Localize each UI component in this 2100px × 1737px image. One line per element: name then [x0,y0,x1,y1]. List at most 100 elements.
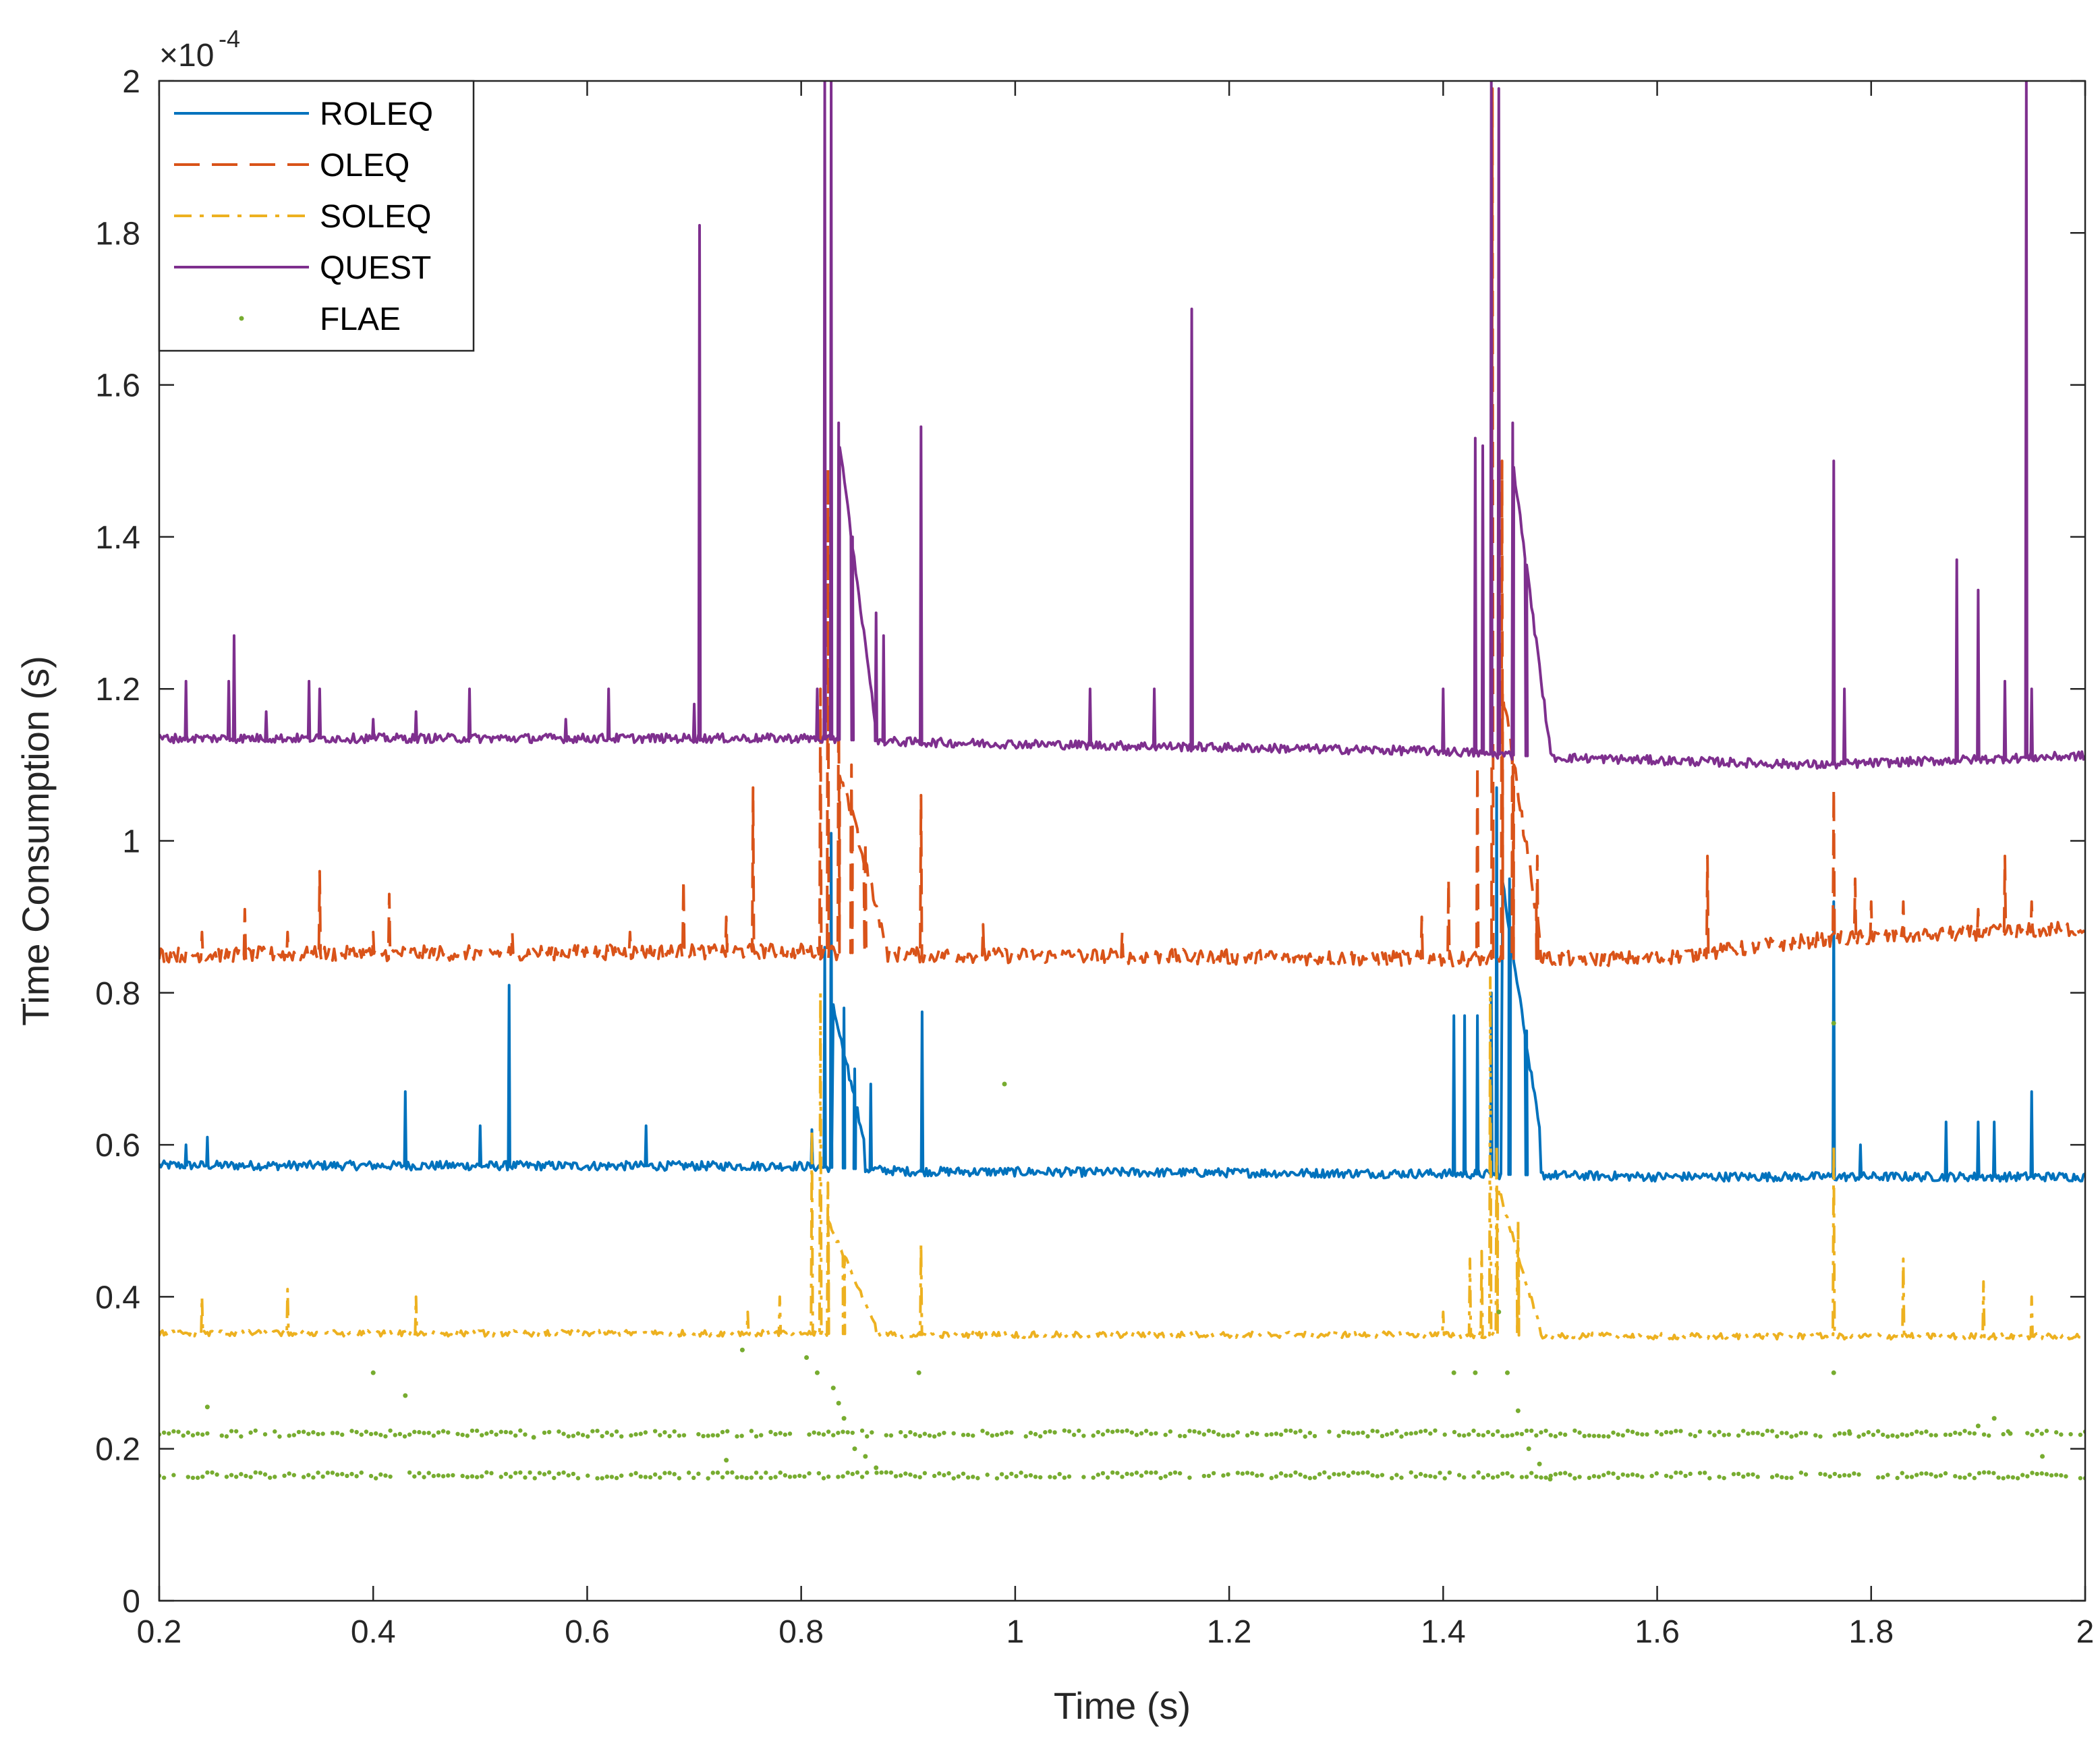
flae-point [850,1471,855,1477]
flae-point [378,1472,383,1477]
flae-point [503,1471,509,1477]
y-tick-label: 1.2 [95,672,140,708]
flae-point [1572,1476,1577,1481]
flae-point [845,1430,850,1435]
flae-point [441,1429,446,1433]
legend-label: QUEST [320,250,431,286]
flae-point [600,1476,604,1481]
flae-point [354,1429,359,1435]
flae-point [1866,1430,1871,1435]
flae-point [330,1431,335,1435]
flae-point [1794,1433,1798,1438]
flae-point [1987,1433,1991,1438]
flae-point [1240,1471,1245,1476]
flae-point [1332,1472,1336,1477]
flae-point [291,1473,297,1477]
flae-point [1975,1423,1981,1429]
flae-point [932,1473,937,1479]
flae-point [908,1472,913,1477]
flae-point [802,1474,807,1479]
flae-point [1409,1470,1413,1475]
flae-point [1712,1433,1717,1437]
flae-point [609,1475,615,1479]
flae-point [859,1475,865,1479]
series-roleq-line [159,786,2085,1183]
flae-point [1158,1475,1163,1481]
flae-point [1967,1472,1972,1477]
flae-point [1591,1433,1597,1438]
flae-point [234,1429,239,1433]
flae-point [1510,1433,1514,1437]
flae-point [874,1465,879,1471]
flae-point [1269,1475,1274,1481]
x-tick-label: 0.6 [565,1614,610,1650]
flae-point [604,1430,609,1435]
flae-point [1553,1434,1558,1439]
flae-point [1958,1431,1962,1436]
flae-point [248,1475,253,1479]
flae-point [1919,1471,1924,1476]
flae-point [349,1429,354,1433]
flae-point [224,1475,229,1479]
flae-point [1654,1471,1659,1476]
flae-point [1336,1433,1341,1438]
flae-point [1134,1433,1139,1437]
flae-point [2068,1431,2073,1437]
flae-point [383,1434,388,1439]
flae-point [1577,1430,1582,1435]
flae-point [1847,1473,1852,1478]
flae-point [652,1472,658,1477]
flae-point [1365,1470,1370,1475]
flae-point [1043,1430,1048,1435]
flae-point [1322,1470,1327,1475]
flae-point [916,1370,921,1375]
flae-point [1288,1473,1293,1478]
flae-point [1125,1471,1129,1477]
flae-point [2059,1432,2064,1437]
flae-point [580,1433,586,1437]
flae-point [306,1431,311,1436]
flae-point [200,1474,205,1479]
flae-point [658,1475,662,1480]
flae-point [903,1433,908,1439]
flae-point [865,1470,870,1475]
flae-point [1697,1429,1703,1434]
flae-point [1201,1432,1207,1437]
flae-point [397,1431,403,1437]
flae-point [652,1429,658,1433]
flae-point [523,1475,528,1480]
flae-point [1471,1428,1476,1433]
flae-point [546,1429,552,1435]
flae-point [1269,1432,1274,1437]
flae-point [1616,1432,1620,1437]
flae-point [557,1471,561,1476]
flae-point [1765,1428,1770,1433]
flae-point [412,1474,417,1479]
x-tick-label: 1 [1006,1614,1025,1650]
flae-point [1154,1470,1158,1475]
flae-point [1558,1471,1563,1476]
flae-point [489,1429,494,1435]
flae-point [528,1470,532,1475]
flae-point [715,1433,720,1438]
y-tick-label: 0.6 [95,1128,140,1164]
flae-point [1635,1473,1640,1478]
flae-point [1096,1429,1101,1435]
flae-point [546,1470,552,1475]
flae-point [412,1429,417,1434]
flae-point [1428,1431,1433,1436]
flae-point [807,1432,812,1437]
flae-point [2078,1432,2083,1437]
flae-point [783,1432,788,1437]
flae-point [273,1475,277,1479]
flae-point [754,1470,759,1475]
flae-point [1451,1370,1456,1375]
flae-point [1172,1470,1178,1475]
flae-point [1596,1475,1601,1479]
flae-point [1028,1430,1033,1435]
flae-point [1452,1429,1457,1435]
flae-point [1028,1473,1033,1478]
flae-point [1110,1470,1115,1475]
flae-point [248,1430,253,1435]
flae-point [677,1476,682,1481]
